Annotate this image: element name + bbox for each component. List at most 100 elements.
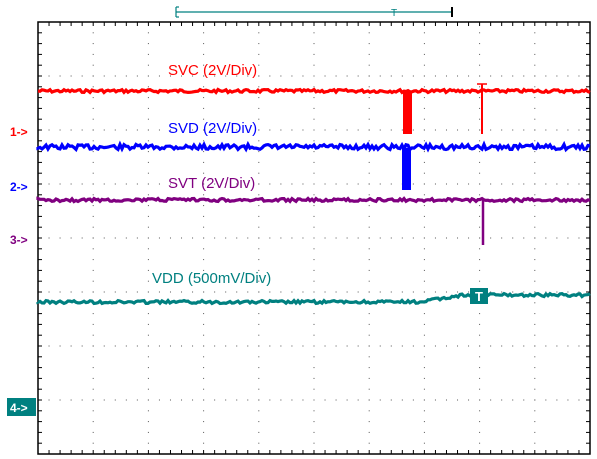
grid-dot bbox=[534, 107, 536, 109]
grid-dot bbox=[578, 399, 580, 401]
grid-dot bbox=[92, 140, 94, 142]
grid-dot bbox=[92, 377, 94, 379]
grid-dot bbox=[457, 399, 459, 401]
waveform-traces: T bbox=[36, 83, 591, 306]
grid-dot bbox=[479, 323, 481, 325]
channel-2-marker: 2-> bbox=[10, 180, 28, 194]
grid-dot bbox=[48, 237, 50, 239]
grid-dot bbox=[434, 291, 436, 293]
grid-dot bbox=[181, 237, 183, 239]
grid-dot bbox=[412, 183, 414, 185]
grid-dot bbox=[203, 172, 205, 174]
grid-dot bbox=[147, 334, 149, 336]
grid-dot bbox=[114, 75, 116, 77]
grid-dot bbox=[423, 399, 425, 401]
grid-dot bbox=[379, 183, 381, 185]
grid-dot bbox=[125, 183, 127, 185]
grid-dot bbox=[92, 410, 94, 412]
grid-dot bbox=[368, 43, 370, 45]
grid-dot bbox=[92, 183, 94, 185]
grid-dot bbox=[247, 345, 249, 347]
grid-dot bbox=[192, 237, 194, 239]
grid-dot bbox=[390, 129, 392, 131]
channel-1-marker: 1-> bbox=[10, 125, 28, 139]
grid-dot bbox=[258, 53, 260, 55]
grid-dot bbox=[147, 97, 149, 99]
grid-dot bbox=[357, 291, 359, 293]
grid-dot bbox=[313, 442, 315, 444]
grid-dot bbox=[125, 237, 127, 239]
grid-dot bbox=[368, 399, 370, 401]
grid-dot bbox=[479, 356, 481, 358]
grid-dot bbox=[203, 194, 205, 196]
grid-dot bbox=[258, 205, 260, 207]
grid-dot bbox=[512, 399, 514, 401]
grid-dot bbox=[258, 215, 260, 217]
grid-dot bbox=[169, 345, 171, 347]
grid-dot bbox=[368, 237, 370, 239]
grid-dot bbox=[479, 53, 481, 55]
grid-dot bbox=[313, 140, 315, 142]
grid-dot bbox=[534, 215, 536, 217]
grid-dot bbox=[313, 86, 315, 88]
grid-dot bbox=[368, 32, 370, 34]
grid-dot bbox=[423, 259, 425, 261]
grid-dot bbox=[313, 334, 315, 336]
grid-dot bbox=[147, 172, 149, 174]
grid-dot bbox=[501, 291, 503, 293]
grid-dot bbox=[534, 399, 536, 401]
grid-dot bbox=[534, 140, 536, 142]
grid-dot bbox=[401, 345, 403, 347]
grid-dot bbox=[313, 280, 315, 282]
grid-dot bbox=[534, 32, 536, 34]
grid-dot bbox=[534, 205, 536, 207]
grid-dot bbox=[258, 421, 260, 423]
grid-dot bbox=[335, 183, 337, 185]
grid-dot bbox=[258, 313, 260, 315]
grid-dot bbox=[423, 410, 425, 412]
grid-dot bbox=[48, 183, 50, 185]
grid-dot bbox=[401, 237, 403, 239]
grid-dot bbox=[203, 377, 205, 379]
grid-dot bbox=[92, 32, 94, 34]
grid-dot bbox=[468, 345, 470, 347]
grid-dot bbox=[512, 237, 514, 239]
grid-dot bbox=[423, 53, 425, 55]
grid-dot bbox=[192, 291, 194, 293]
grid-dot bbox=[59, 183, 61, 185]
grid-dot bbox=[92, 313, 94, 315]
grid-dot bbox=[302, 129, 304, 131]
grid-dot bbox=[92, 367, 94, 369]
grid-dot bbox=[479, 237, 481, 239]
grid-dot bbox=[545, 75, 547, 77]
grid-dot bbox=[313, 107, 315, 109]
grid-dot bbox=[92, 53, 94, 55]
grid-dot bbox=[479, 431, 481, 433]
grid-dot bbox=[368, 388, 370, 390]
channel-3-marker: 3-> bbox=[10, 233, 28, 247]
grid-dot bbox=[313, 388, 315, 390]
grid-dot bbox=[534, 291, 536, 293]
grid-dot bbox=[313, 64, 315, 66]
grid-dot bbox=[125, 129, 127, 131]
grid-dot bbox=[258, 410, 260, 412]
grid-dot bbox=[92, 194, 94, 196]
grid-dot bbox=[512, 345, 514, 347]
grid-dot bbox=[534, 388, 536, 390]
grid-dot bbox=[258, 269, 260, 271]
grid-dot bbox=[214, 399, 216, 401]
grid-dot bbox=[534, 64, 536, 66]
grid-dot bbox=[468, 75, 470, 77]
grid-dot bbox=[81, 75, 83, 77]
grid-dot bbox=[423, 75, 425, 77]
grid-dot bbox=[125, 399, 127, 401]
svd-trace-label: SVD (2V/Div) bbox=[168, 120, 257, 137]
grid-dot bbox=[258, 237, 260, 239]
grid-dot bbox=[368, 345, 370, 347]
grid-dot bbox=[457, 237, 459, 239]
grid-dot bbox=[103, 75, 105, 77]
grid-dot bbox=[258, 75, 260, 77]
grid-dot bbox=[501, 237, 503, 239]
grid-dot bbox=[434, 237, 436, 239]
grid-dot bbox=[534, 323, 536, 325]
